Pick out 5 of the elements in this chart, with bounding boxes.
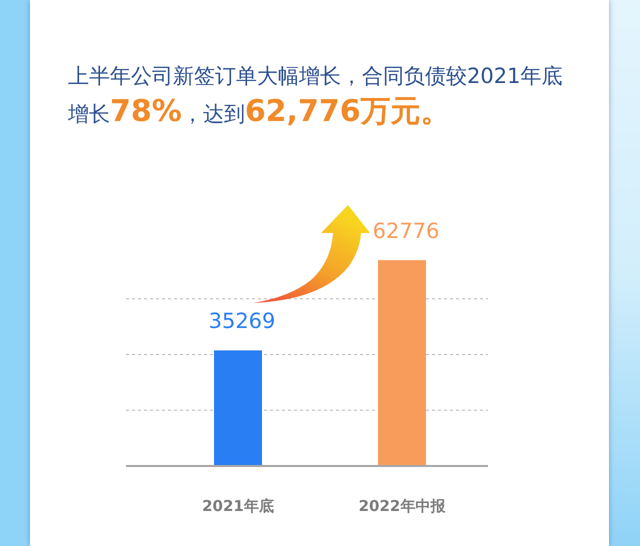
- x-tick-label: 2021年底: [202, 497, 274, 516]
- x-tick-label: 2022年中报: [358, 497, 446, 516]
- chart-title: 上半年公司新签订单大幅增长，合同负债较2021年底增长78%，达到62,776万元。: [68, 64, 562, 129]
- data-label: 62776: [372, 218, 440, 243]
- data-label: 35269: [208, 309, 276, 334]
